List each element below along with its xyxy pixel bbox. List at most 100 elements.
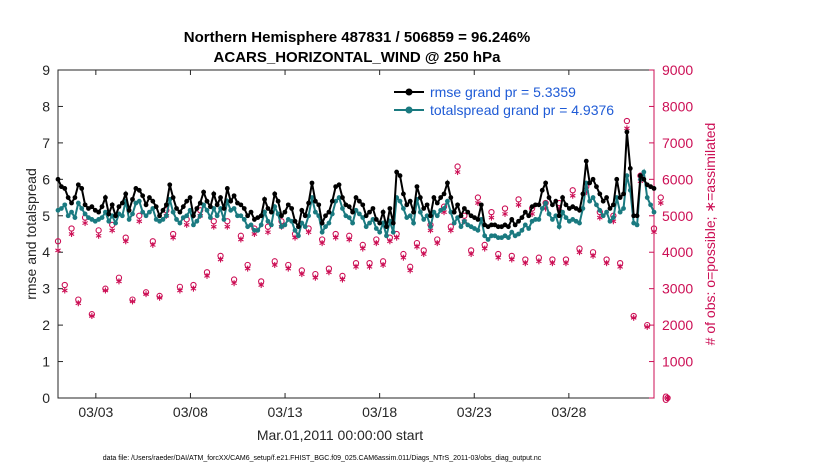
totalspread-point	[587, 198, 593, 204]
totalspread-point	[143, 213, 149, 219]
totalspread-point	[218, 206, 223, 211]
totalspread-point	[170, 209, 176, 215]
rmse-point	[316, 202, 322, 208]
y-tick-label: 6	[42, 171, 50, 187]
rmse-point	[116, 204, 122, 210]
rmse-point	[319, 220, 325, 226]
totalspread-point	[72, 215, 78, 221]
totalspread-point	[536, 217, 542, 222]
totalspread-point	[191, 222, 196, 228]
rmse-point	[62, 186, 68, 191]
totalspread-point	[119, 213, 125, 219]
rmse-point	[421, 206, 427, 211]
obs-assimilated-point	[149, 241, 156, 248]
totalspread-point	[431, 209, 437, 215]
y2-tick-label: 9000	[662, 62, 693, 78]
y2-tick-label: 4000	[662, 244, 693, 260]
totalspread-point	[621, 206, 626, 211]
totalspread-point	[526, 226, 532, 231]
obs-assimilated-point	[603, 260, 610, 267]
totalspread-point	[69, 209, 74, 215]
rmse-point	[69, 200, 74, 206]
y-tick-label: 1	[42, 354, 50, 370]
obs-assimilated-point	[55, 247, 61, 254]
rmse-point	[373, 217, 379, 222]
totalspread-point	[241, 217, 247, 222]
rmse-point	[306, 200, 311, 206]
obs-assimilated-point	[298, 271, 305, 278]
totalspread-point	[451, 220, 457, 226]
totalspread-point	[299, 220, 305, 226]
rmse-point	[394, 169, 400, 175]
x-tick-label: 03/28	[551, 404, 586, 420]
rmse-point	[228, 198, 234, 204]
totalspread-point	[356, 211, 362, 217]
totalspread-point	[282, 222, 288, 228]
totalspread-point	[482, 233, 488, 239]
y2-tick-label: 2000	[662, 317, 693, 333]
totalspread-point	[252, 227, 257, 233]
totalspread-point	[478, 217, 484, 222]
totalspread-point	[214, 213, 220, 219]
rmse-point	[451, 209, 457, 215]
obs-assimilated-point	[502, 210, 508, 217]
obs-assimilated-point	[366, 263, 373, 270]
totalspread-point	[363, 224, 369, 230]
obs-possible-point	[623, 117, 631, 125]
totalspread-point	[590, 195, 596, 200]
rmse-point	[296, 224, 301, 230]
y2-tick-label: 0	[662, 390, 670, 406]
rmse-point	[326, 209, 332, 215]
x-tick-label: 03/08	[173, 404, 208, 420]
rmse-point	[401, 191, 406, 197]
obs-assimilated-point	[217, 256, 224, 263]
rmse-point	[390, 220, 396, 226]
y-tick-label: 5	[42, 208, 50, 224]
rmse-point	[163, 202, 169, 208]
totalspread-point	[221, 217, 227, 222]
obs-assimilated-point	[651, 229, 657, 236]
chart-title: Northern Hemisphere 487831 / 506859 = 96…	[184, 29, 530, 46]
rmse-point	[441, 191, 447, 197]
obs-assimilated-point	[644, 323, 651, 330]
obs-assimilated-point	[576, 249, 583, 256]
rmse-point	[434, 200, 440, 206]
obs-assimilated-point	[515, 201, 522, 208]
totalspread-point	[370, 217, 376, 222]
obs-assimilated-point	[373, 240, 380, 247]
totalspread-point	[421, 217, 427, 222]
rmse-point	[634, 213, 640, 219]
rmse-point	[533, 202, 538, 208]
obs-assimilated-point	[549, 260, 556, 267]
obs-assimilated-point	[305, 229, 312, 236]
totalspread-point	[79, 206, 85, 211]
totalspread-point	[519, 227, 525, 233]
obs-assimilated-point	[102, 287, 109, 294]
rmse-point	[495, 224, 501, 230]
obs-assimilated-point	[332, 234, 339, 241]
rmse-point	[279, 213, 284, 219]
obs-assimilated-point	[630, 314, 637, 321]
rmse-point	[309, 180, 315, 186]
rmse-point	[384, 224, 389, 230]
totalspread-point	[268, 222, 274, 228]
x-tick-label: 03/13	[268, 404, 303, 420]
rmse-point	[387, 206, 393, 211]
obs-assimilated-point	[488, 214, 495, 221]
totalspread-point	[607, 218, 613, 224]
obs-assimilated-point	[237, 236, 244, 243]
totalspread-point	[126, 217, 132, 222]
x-tick-label: 03/23	[457, 404, 492, 420]
rmse-point	[187, 195, 193, 200]
rmse-point	[563, 202, 569, 208]
obs-possible-point	[54, 238, 62, 245]
rmse-point	[174, 206, 179, 211]
obs-assimilated-point	[346, 236, 353, 243]
totalspread-point	[140, 209, 146, 215]
y-tick-label: 9	[42, 62, 50, 78]
totalspread-point	[553, 213, 559, 219]
totalspread-point	[255, 227, 261, 233]
rmse-point	[106, 211, 112, 217]
rmse-point	[522, 209, 528, 215]
totalspread-point	[489, 233, 494, 239]
